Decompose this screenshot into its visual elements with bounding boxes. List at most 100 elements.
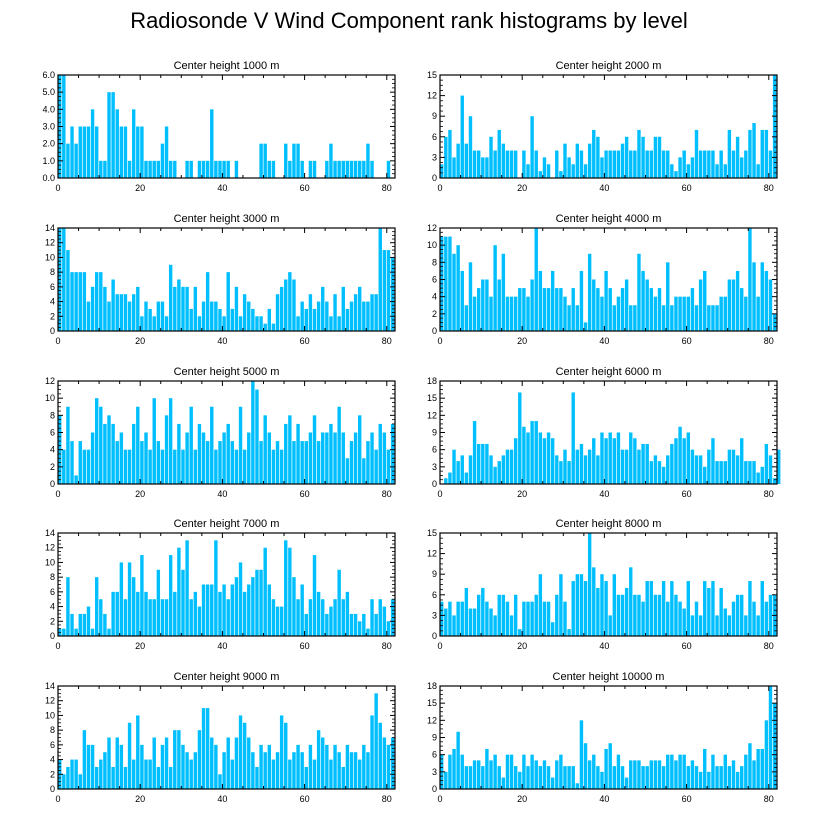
bar xyxy=(218,774,222,789)
bar xyxy=(86,606,91,636)
bar xyxy=(468,455,473,484)
bar xyxy=(727,279,732,331)
bar xyxy=(608,432,612,484)
bar xyxy=(493,150,497,178)
bar xyxy=(694,129,699,178)
bar xyxy=(768,686,773,789)
bar xyxy=(657,760,662,789)
bar xyxy=(144,160,148,178)
y-tick-label: 10 xyxy=(427,240,437,250)
bar xyxy=(152,398,156,484)
bar xyxy=(210,109,214,178)
bar xyxy=(136,406,140,484)
bar xyxy=(682,438,686,484)
bar xyxy=(571,581,575,636)
bar xyxy=(748,743,752,789)
bar xyxy=(115,737,119,789)
x-tick-label: 0 xyxy=(55,336,60,346)
bar xyxy=(485,601,489,636)
bar xyxy=(513,766,518,789)
bar xyxy=(522,754,526,789)
y-tick-label: 6 xyxy=(50,587,55,597)
bar xyxy=(698,771,703,789)
bar xyxy=(485,443,489,484)
bar xyxy=(94,577,99,636)
bar xyxy=(255,766,259,789)
bar xyxy=(690,760,695,789)
bar xyxy=(345,591,350,636)
bar xyxy=(349,441,354,484)
y-tick-label: 0 xyxy=(50,784,55,794)
bar xyxy=(362,744,366,789)
x-tick-label: 40 xyxy=(599,794,609,804)
bar xyxy=(316,591,321,636)
bar xyxy=(267,160,272,178)
bar xyxy=(666,262,670,331)
bar xyxy=(555,594,559,636)
y-tick-label: 9 xyxy=(432,569,437,579)
bar xyxy=(160,301,165,331)
bar xyxy=(731,279,736,331)
y-tick-label: 0 xyxy=(50,631,55,641)
bar xyxy=(509,754,514,789)
bar xyxy=(238,406,243,484)
bar xyxy=(579,720,584,789)
bar xyxy=(476,150,481,178)
y-tick-label: 10 xyxy=(45,393,55,403)
bar xyxy=(530,279,534,331)
x-tick-label: 0 xyxy=(55,641,60,651)
bar xyxy=(263,752,267,789)
y-tick-label: 12 xyxy=(427,410,437,420)
bar xyxy=(715,164,719,178)
bar xyxy=(308,599,313,636)
bar xyxy=(542,438,547,484)
y-tick-label: 2 xyxy=(50,769,55,779)
bar xyxy=(271,599,276,636)
bar xyxy=(312,415,317,484)
bar xyxy=(99,406,103,484)
x-tick-label: 80 xyxy=(764,183,774,193)
bar xyxy=(748,461,752,484)
bar xyxy=(703,466,707,484)
bar xyxy=(222,432,226,484)
bar xyxy=(608,743,612,789)
bar xyxy=(230,584,235,636)
bar xyxy=(341,432,345,484)
bar xyxy=(94,766,99,789)
bar xyxy=(542,601,547,636)
bar xyxy=(567,766,571,789)
bar xyxy=(752,601,756,636)
bar xyxy=(731,601,736,636)
bar xyxy=(641,766,645,789)
bar xyxy=(82,126,87,178)
bar xyxy=(374,294,378,331)
y-tick-label: 8 xyxy=(50,725,55,735)
bar xyxy=(522,426,526,484)
bar xyxy=(756,164,760,178)
bar xyxy=(493,754,497,789)
bar xyxy=(740,594,744,636)
bar xyxy=(707,771,711,789)
bar xyxy=(735,771,740,789)
y-tick-label: 5.0 xyxy=(42,87,55,97)
y-tick-label: 1.0 xyxy=(42,156,55,166)
bar xyxy=(292,577,296,636)
y-tick-label: 4.0 xyxy=(42,104,55,114)
bar xyxy=(358,286,362,331)
panel-8: Center height 8000 m 0 20 40 60 80 0 3 6 9 12 15 xyxy=(427,518,778,651)
bar xyxy=(189,599,193,636)
bar xyxy=(567,629,571,636)
bar xyxy=(386,160,391,178)
bar xyxy=(144,759,148,789)
bar xyxy=(497,594,501,636)
bar xyxy=(189,308,193,331)
bar xyxy=(637,253,641,331)
bar xyxy=(193,286,198,331)
x-tick-label: 0 xyxy=(437,641,442,651)
bar xyxy=(90,432,95,484)
bar xyxy=(148,599,152,636)
bar xyxy=(226,423,230,484)
bar xyxy=(559,754,563,789)
bar xyxy=(452,253,456,331)
x-tick-label: 60 xyxy=(300,641,310,651)
